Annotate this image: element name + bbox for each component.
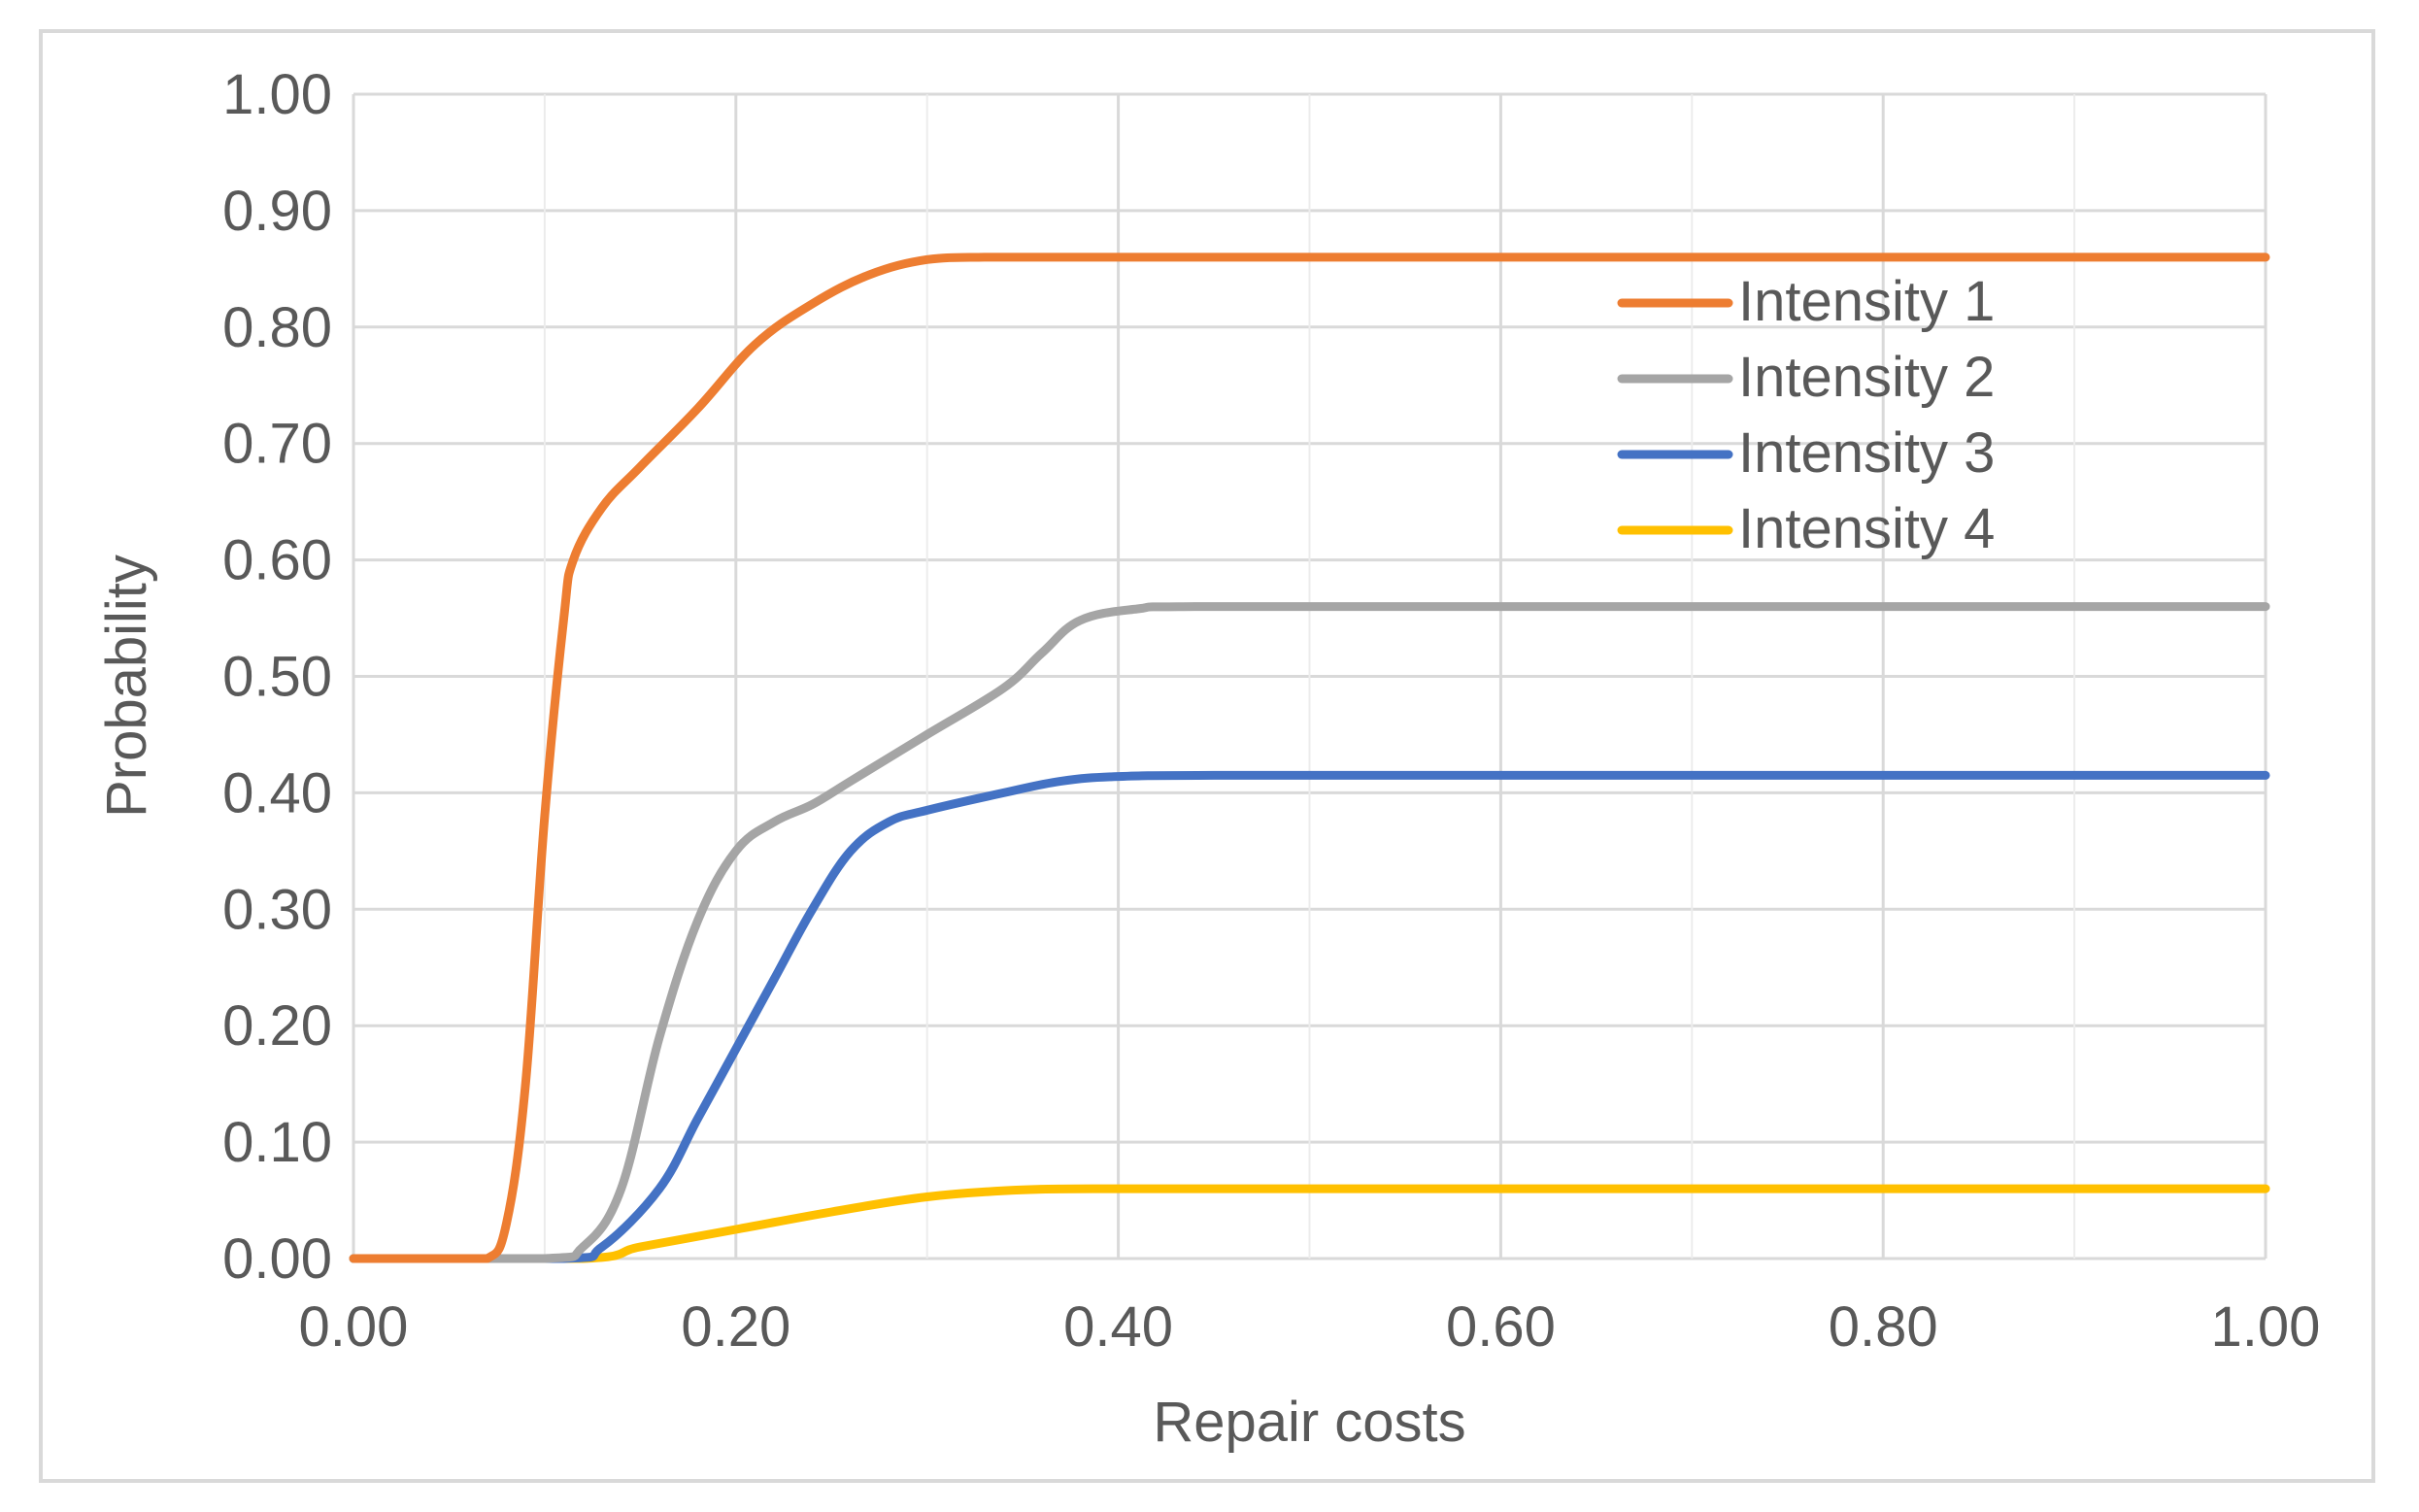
y-tick-label: 1.00 — [222, 63, 332, 126]
legend-label-intensity-1: Intensity 1 — [1738, 270, 1995, 333]
x-tick-label: 0.60 — [1446, 1295, 1556, 1359]
series-lines — [349, 252, 2270, 1263]
legend-label-intensity-2: Intensity 2 — [1738, 346, 1995, 409]
x-axis-title: Repair costs — [1153, 1391, 1465, 1454]
x-tick-label: 0.00 — [299, 1295, 409, 1359]
y-tick-label: 0.40 — [222, 761, 332, 824]
x-tick-label: 0.20 — [681, 1295, 790, 1359]
y-tick-label: 0.20 — [222, 994, 332, 1058]
series-line-intensity-1 — [349, 252, 2270, 1263]
y-tick-label: 0.80 — [222, 296, 332, 359]
series-line-intensity-2 — [349, 602, 2270, 1263]
x-tick-label: 1.00 — [2211, 1295, 2321, 1359]
y-tick-label: 0.60 — [222, 529, 332, 592]
y-tick-label: 0.50 — [222, 646, 332, 709]
y-tick-label: 0.90 — [222, 180, 332, 243]
grid-lines — [352, 92, 2268, 1260]
y-axis-title: Probability — [95, 554, 158, 818]
x-tick-label: 0.80 — [1829, 1295, 1938, 1359]
series-line-intensity-3 — [349, 770, 2270, 1263]
chart-frame — [39, 29, 2375, 1483]
y-tick-label: 0.70 — [222, 413, 332, 476]
legend-label-intensity-3: Intensity 3 — [1738, 421, 1995, 485]
axes: 0.00 0.10 0.20 0.30 0.40 0.50 0.60 0.70 0.80 0.90… — [222, 63, 2320, 1359]
y-tick-label: 0.30 — [222, 878, 332, 941]
legend-label-intensity-4: Intensity 4 — [1738, 497, 1995, 560]
y-tick-label: 0.00 — [222, 1227, 332, 1291]
x-tick-label: 0.40 — [1063, 1295, 1173, 1359]
legend: Intensity 1 Intensity 2 Intensity 3 Intensi… — [1617, 270, 1995, 560]
series-line-intensity-4 — [349, 1184, 2270, 1263]
y-tick-label: 0.10 — [222, 1111, 332, 1174]
